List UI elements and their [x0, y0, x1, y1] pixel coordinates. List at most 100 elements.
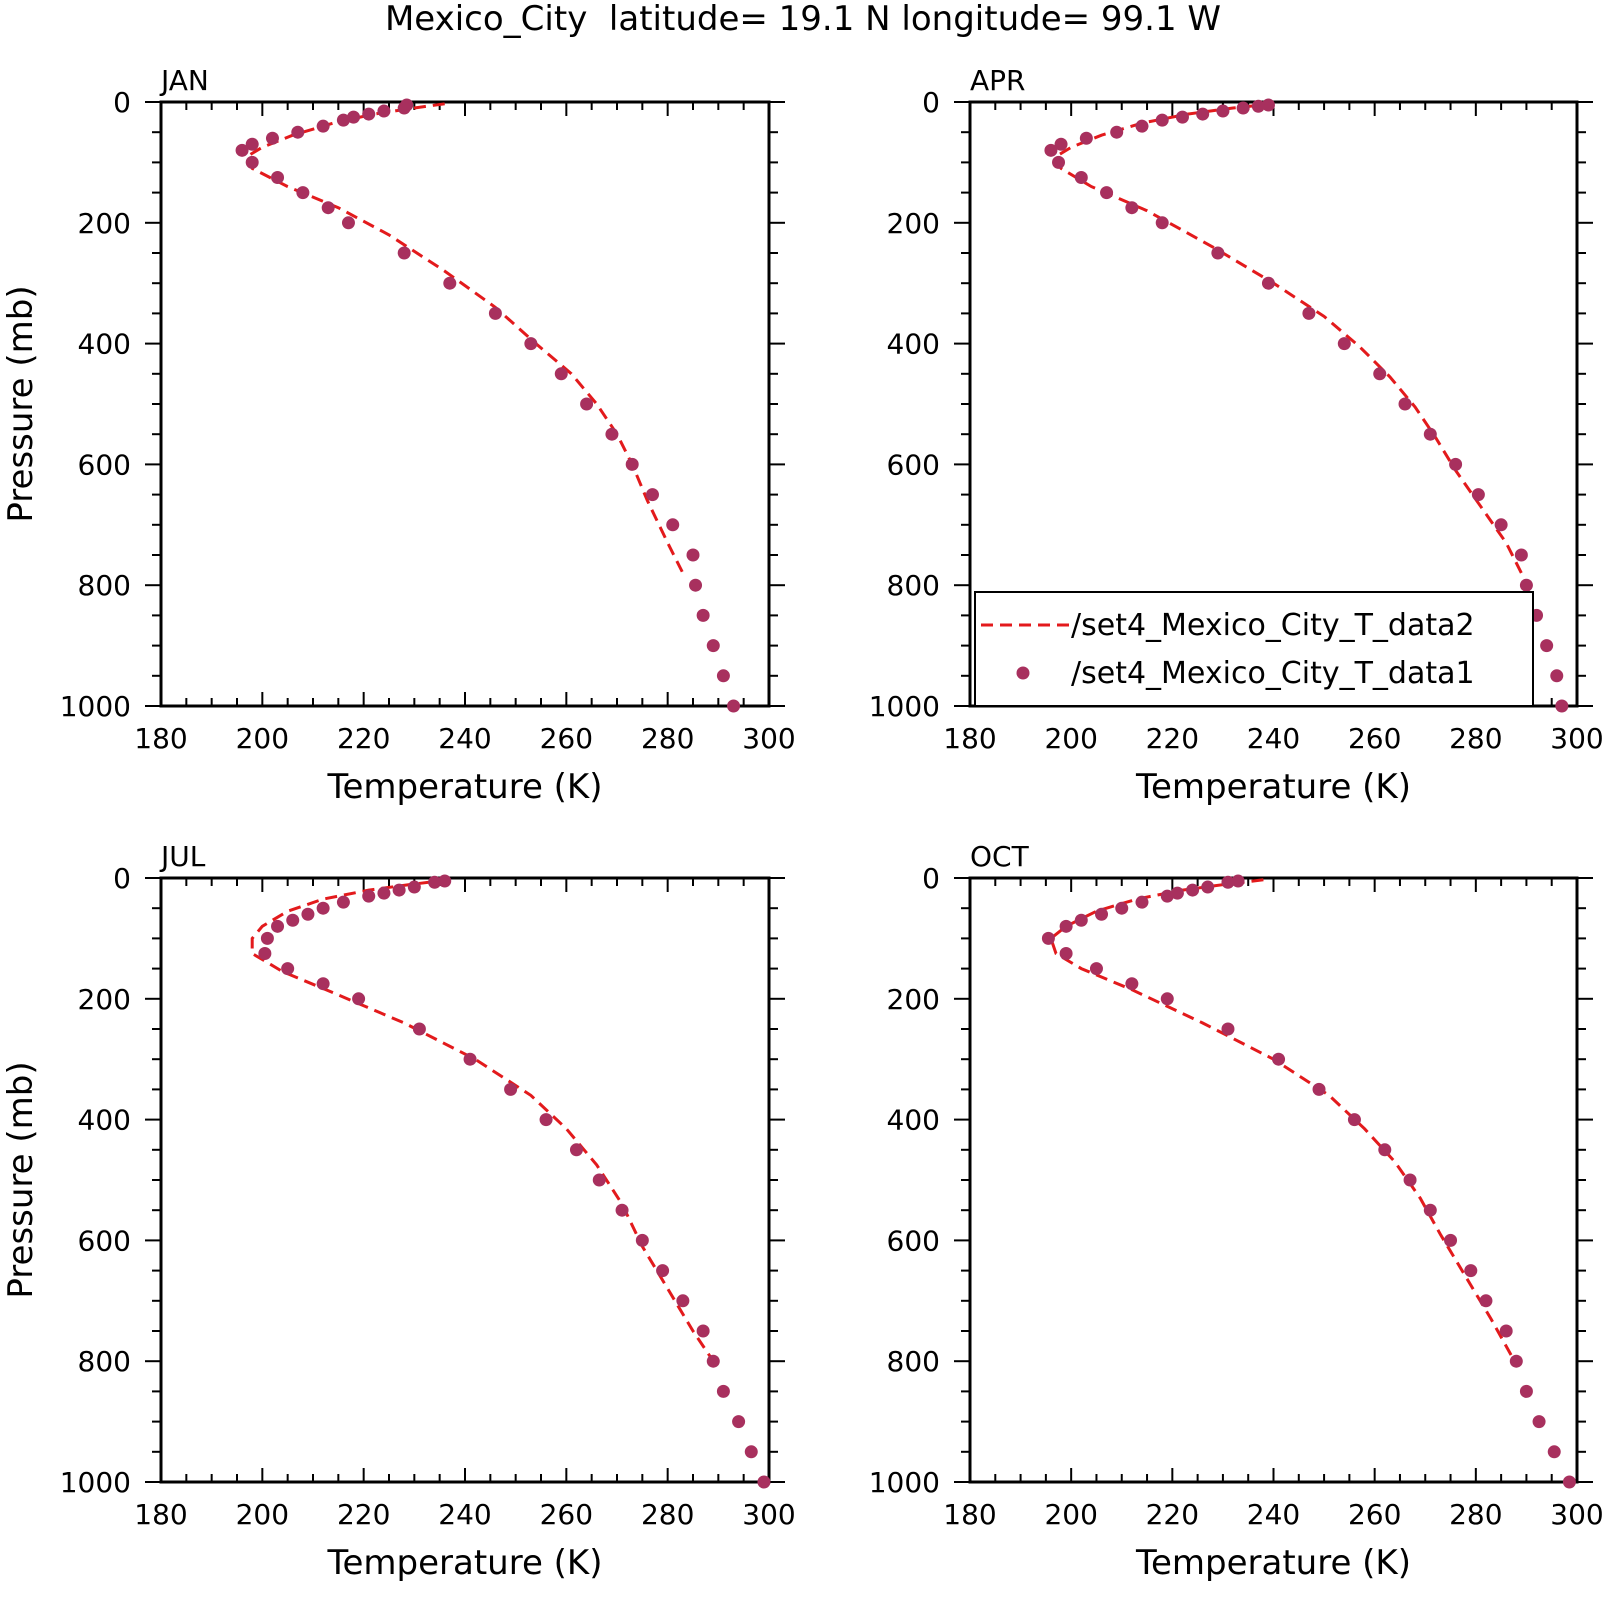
y-tick-label: 800 — [887, 1345, 940, 1378]
y-tick-label: 1000 — [869, 690, 940, 723]
obs-point — [377, 104, 391, 118]
obs-point — [412, 1022, 426, 1036]
obs-point — [341, 216, 355, 230]
obs-point — [281, 962, 295, 976]
x-tick-label: 200 — [1044, 722, 1097, 755]
obs-point — [1155, 216, 1169, 230]
obs-point — [392, 883, 406, 897]
y-tick-label: 1000 — [60, 690, 131, 723]
obs-point — [696, 608, 710, 622]
obs-point — [1519, 1384, 1533, 1398]
obs-point — [1514, 548, 1528, 562]
x-axis-label: Temperature (K) — [326, 1543, 602, 1583]
obs-point — [1471, 488, 1485, 502]
obs-point — [296, 186, 310, 200]
obs-point — [554, 367, 568, 381]
plot-frame — [159, 876, 771, 1484]
obs-point — [1186, 883, 1200, 897]
obs-point — [504, 1082, 518, 1096]
legend: /set4_Mexico_City_T_data2/set4_Mexico_Ci… — [974, 591, 1534, 707]
x-tick-label: 280 — [641, 722, 694, 755]
y-tick-label: 600 — [887, 1224, 940, 1257]
obs-point — [1540, 639, 1554, 653]
model-line — [1054, 102, 1528, 586]
obs-point — [347, 110, 361, 124]
obs-point — [443, 276, 457, 290]
obs-point — [569, 1143, 583, 1157]
obs-point — [260, 931, 274, 945]
y-tick-label: 600 — [78, 1224, 131, 1257]
obs-point — [1196, 107, 1210, 121]
model-line — [250, 878, 715, 1363]
obs-point — [316, 119, 330, 133]
y-tick-label: 200 — [887, 983, 940, 1016]
obs-point — [463, 1052, 477, 1066]
obs-point — [1479, 1294, 1493, 1308]
panel-apr: 180 200 220 240 260 280 300 0 200 400 600 800 1000 AP… — [869, 64, 1604, 807]
obs-point — [645, 488, 659, 502]
x-tick-label: 280 — [641, 1498, 694, 1531]
obs-point — [1095, 907, 1109, 921]
obs-point — [1044, 143, 1058, 157]
obs-point — [656, 1264, 670, 1278]
obs-point — [245, 137, 259, 151]
obs-point — [488, 306, 502, 320]
y-axis-label: Pressure (mb) — [1, 285, 41, 522]
obs-point — [1509, 1354, 1523, 1368]
y-tick-label: 800 — [887, 569, 940, 602]
obs-point — [258, 947, 272, 960]
x-axis-label: Temperature (K) — [1135, 1543, 1411, 1583]
obs-point — [1135, 119, 1149, 133]
obs-point — [1221, 1022, 1235, 1036]
obs-point — [1550, 669, 1564, 683]
obs-point — [1135, 895, 1149, 909]
obs-point — [438, 874, 452, 888]
obs-point — [1562, 1475, 1576, 1489]
obs-point — [1398, 397, 1412, 411]
obs-point — [1155, 113, 1169, 127]
obs-point — [686, 548, 700, 562]
x-tick-label: 240 — [1247, 1498, 1300, 1531]
obs-point — [1054, 137, 1068, 151]
x-tick-label: 300 — [742, 722, 795, 755]
obs-point — [1115, 901, 1129, 915]
x-tick-label: 240 — [438, 1498, 491, 1531]
obs-point — [352, 992, 366, 1006]
plot-frame — [159, 100, 771, 708]
obs-point — [716, 1384, 730, 1398]
obs-point — [235, 143, 249, 157]
x-tick-label: 200 — [236, 1498, 289, 1531]
obs-point — [362, 107, 376, 121]
x-tick-label: 180 — [943, 1498, 996, 1531]
x-axis-label: Temperature (K) — [1135, 767, 1411, 807]
obs-point — [1312, 1082, 1326, 1096]
legend-box — [974, 591, 1534, 707]
obs-point — [757, 1475, 771, 1489]
obs-point — [397, 101, 411, 115]
obs-point — [397, 246, 411, 260]
obs-point — [539, 1113, 553, 1127]
obs-point — [1494, 518, 1508, 532]
obs-point — [706, 1354, 720, 1368]
obs-point — [1555, 699, 1569, 713]
obs-point — [377, 886, 391, 900]
obs-point — [301, 907, 315, 921]
y-tick-label: 400 — [887, 328, 940, 361]
obs-point — [635, 1233, 649, 1247]
figure-title: Mexico_City latitude= 19.1 N longitude= … — [385, 0, 1221, 39]
obs-point — [1052, 155, 1066, 169]
obs-point — [1347, 1113, 1361, 1127]
obs-point — [1261, 98, 1275, 112]
x-tick-label: 280 — [1449, 722, 1502, 755]
x-tick-label: 300 — [1550, 1498, 1603, 1531]
obs-point — [592, 1173, 606, 1187]
obs-point — [291, 125, 305, 139]
obs-point — [1423, 1203, 1437, 1217]
y-tick-label: 800 — [78, 569, 131, 602]
y-tick-label: 400 — [78, 328, 131, 361]
y-axis-label: Pressure (mb) — [1, 1061, 41, 1298]
obs-point — [1125, 201, 1139, 215]
x-tick-label: 300 — [1550, 722, 1603, 755]
x-axis-label: Temperature (K) — [326, 767, 602, 807]
